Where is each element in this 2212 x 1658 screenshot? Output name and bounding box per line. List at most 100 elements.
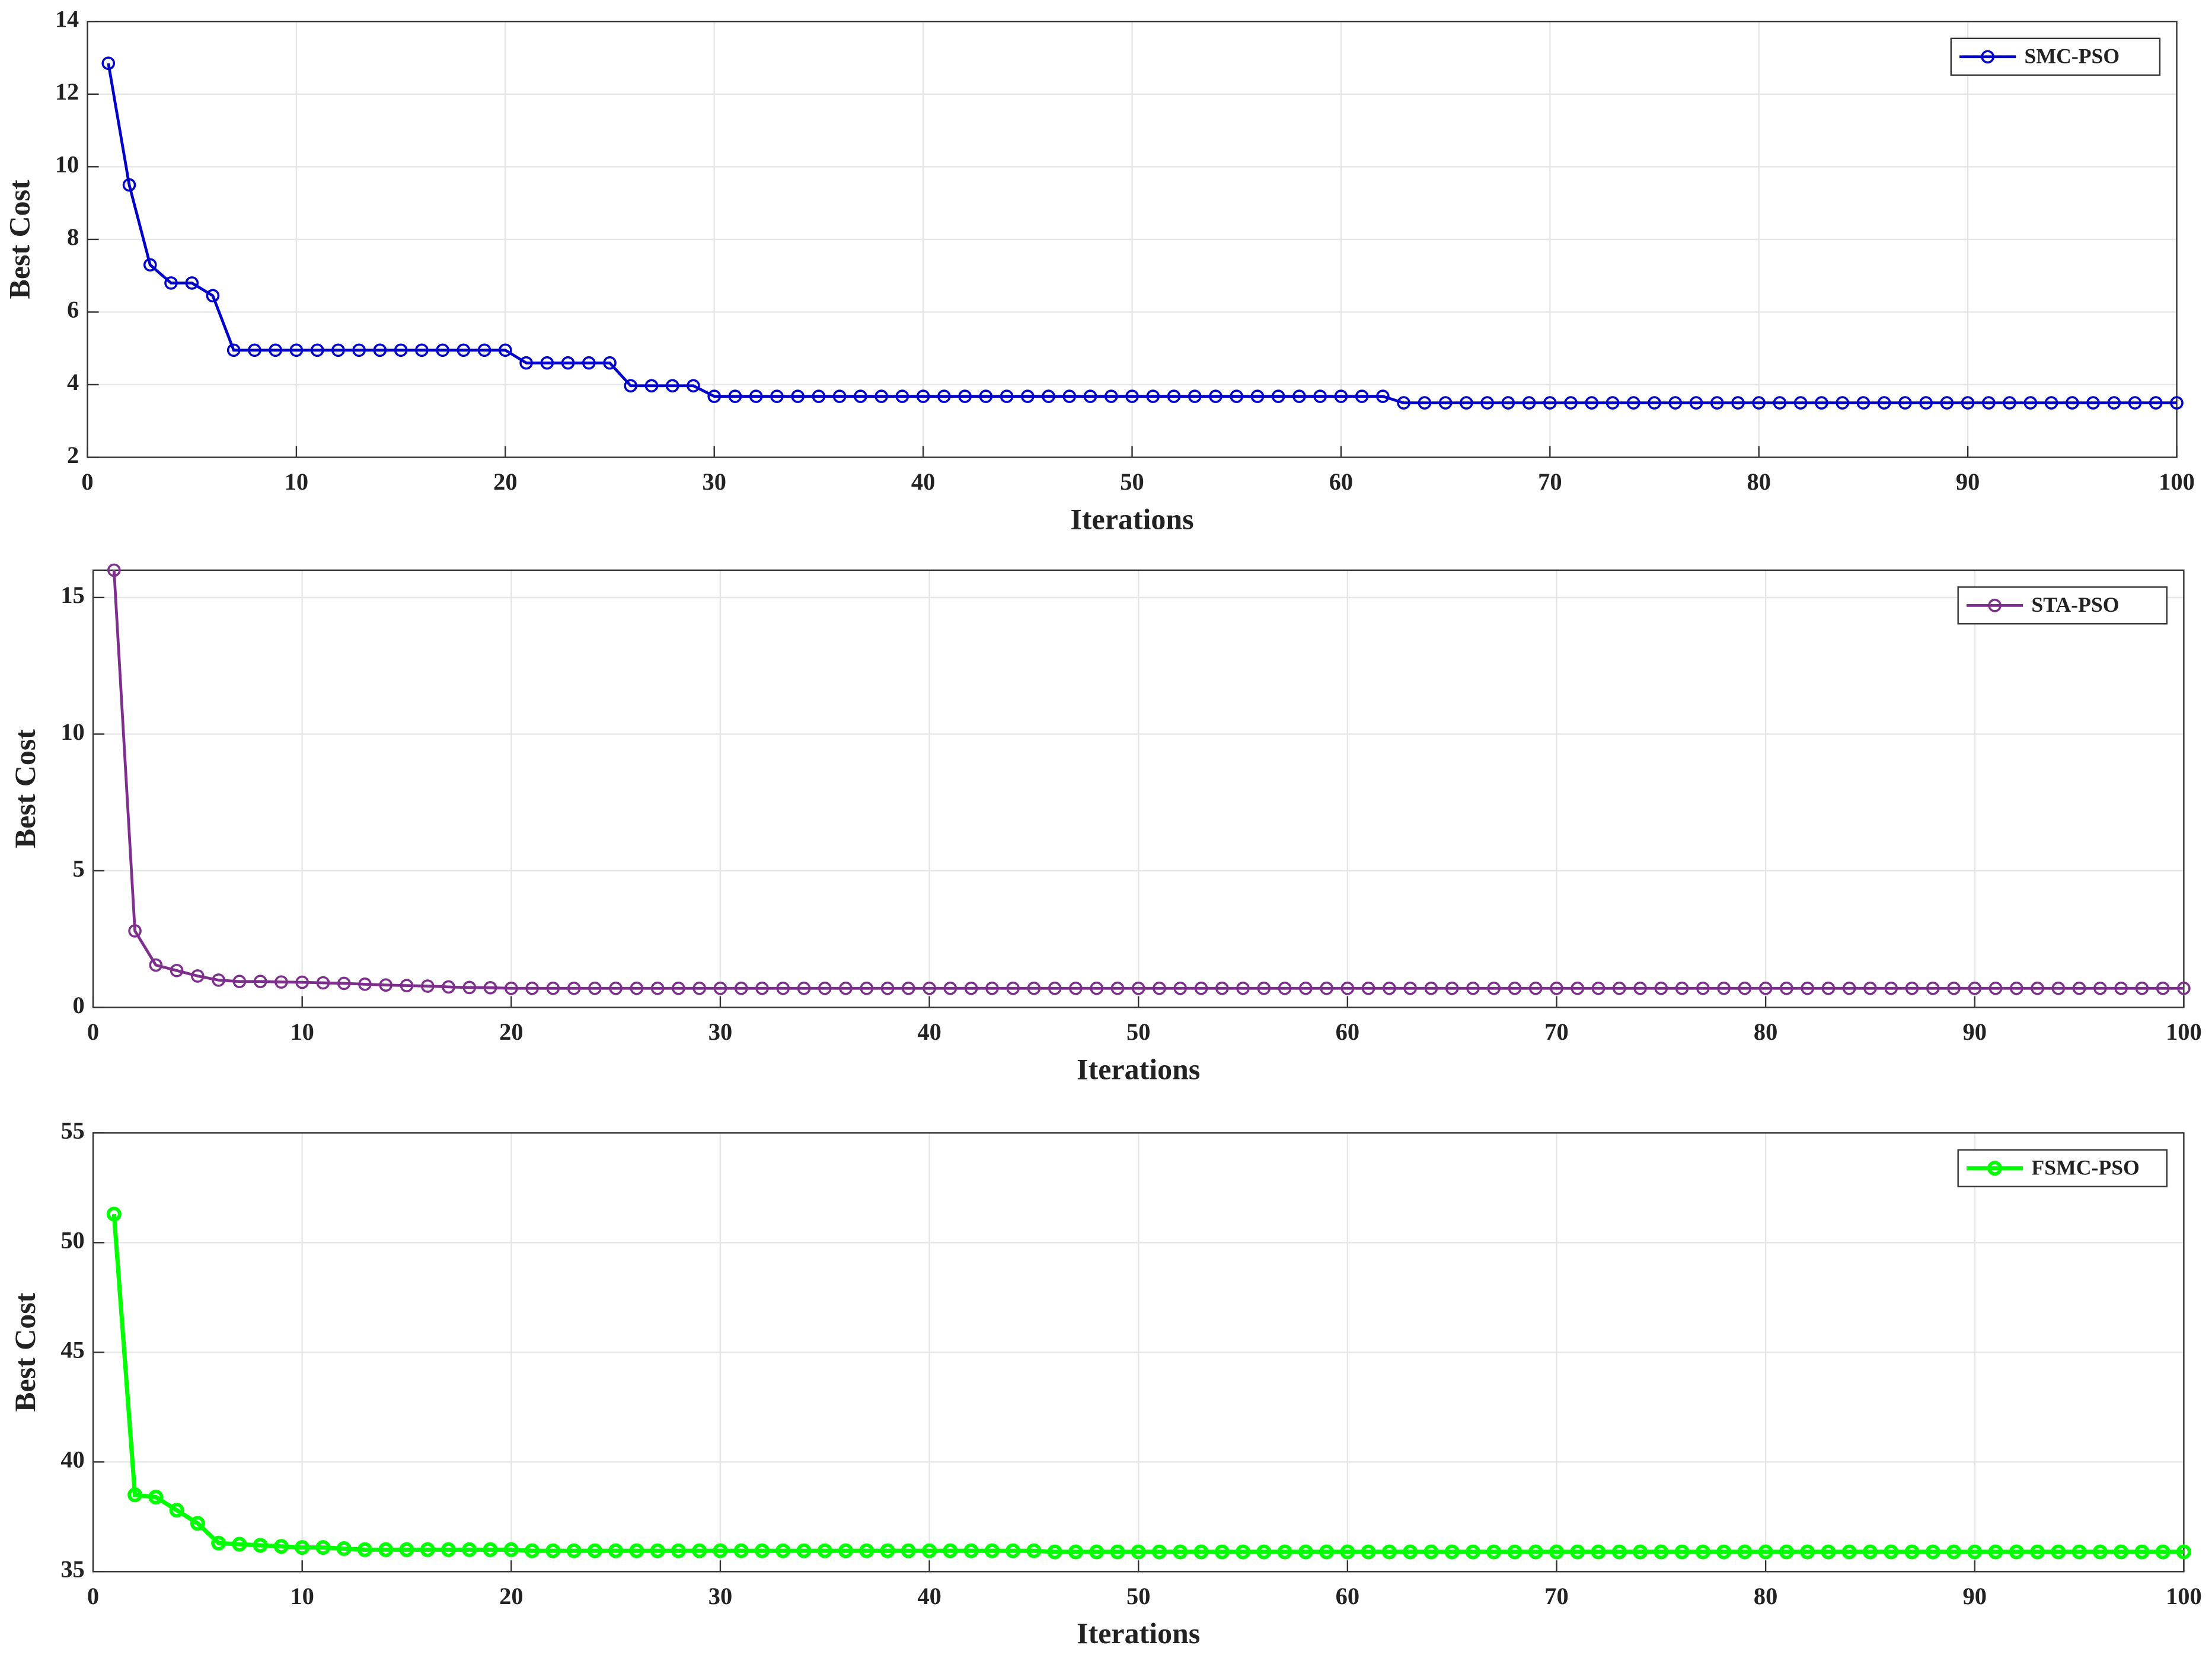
data-point [2135, 981, 2149, 995]
x-axis-label: Iterations [1070, 502, 1193, 535]
data-point [143, 258, 157, 272]
data-point [1773, 396, 1787, 410]
data-point [1968, 981, 1982, 995]
data-point [1047, 1544, 1062, 1560]
y-tick-label: 40 [60, 1446, 84, 1473]
data-point [707, 389, 722, 403]
data-point [1334, 389, 1348, 403]
data-point [2051, 1544, 2066, 1560]
data-point [1110, 981, 1125, 995]
data-point [1758, 1544, 1773, 1560]
legend: SMC-PSO [1950, 37, 2161, 76]
data-point [122, 178, 136, 192]
data-point [1193, 1544, 1209, 1560]
data-point [253, 975, 267, 989]
data-point [316, 976, 330, 990]
data-point [603, 356, 617, 370]
data-point [499, 343, 512, 357]
data-point [1069, 981, 1083, 995]
data-point [1612, 981, 1626, 995]
y-tick-label: 14 [55, 6, 79, 33]
data-point [212, 973, 225, 987]
x-tick-label: 0 [81, 468, 93, 495]
data-point [1501, 396, 1515, 410]
data-point [818, 981, 832, 995]
y-tick-label: 8 [67, 223, 79, 250]
data-point [1654, 1544, 1669, 1560]
data-point [1737, 1544, 1753, 1560]
data-point [566, 1543, 582, 1558]
x-tick-label: 10 [290, 1018, 314, 1045]
y-tick-label: 45 [60, 1337, 84, 1363]
data-point [1090, 981, 1104, 995]
data-point [1465, 1544, 1480, 1560]
data-point [2177, 981, 2191, 995]
data-point [400, 979, 414, 992]
data-point [1403, 1544, 1418, 1560]
data-point [1696, 981, 1710, 995]
data-point [1089, 1544, 1105, 1560]
data-point [248, 343, 261, 357]
y-tick-label: 15 [60, 582, 84, 608]
data-point [394, 343, 408, 357]
data-point [1836, 396, 1849, 410]
data-point [1298, 1544, 1313, 1560]
data-point [588, 981, 602, 995]
data-point [1146, 389, 1160, 403]
data-point [1236, 1544, 1251, 1560]
series-line [111, 1213, 2184, 1554]
data-point [880, 981, 895, 995]
data-point [1695, 1544, 1710, 1560]
data-point [1752, 396, 1766, 410]
data-point [1319, 1544, 1335, 1560]
data-point [1320, 981, 1333, 995]
x-tick-label: 60 [1329, 468, 1353, 495]
data-point [734, 981, 748, 995]
data-point [1842, 981, 1856, 995]
data-point [1151, 1544, 1167, 1560]
data-point [1793, 396, 1808, 410]
data-point [567, 981, 581, 995]
data-point [943, 1543, 958, 1558]
data-point [373, 343, 387, 357]
data-point [2107, 396, 2121, 410]
data-point [2170, 396, 2184, 410]
x-tick-label: 20 [499, 1583, 523, 1609]
data-point [775, 1543, 791, 1558]
data-point [1236, 981, 1250, 995]
x-tick-label: 80 [1747, 468, 1770, 495]
x-tick-label: 10 [290, 1583, 314, 1609]
data-point [1299, 981, 1313, 995]
data-point [1884, 981, 1898, 995]
data-point [2134, 1544, 2150, 1560]
data-point [1940, 396, 1954, 410]
x-tick-label: 60 [1336, 1018, 1359, 1045]
x-tick-label: 0 [87, 1018, 99, 1045]
data-point [1188, 389, 1202, 403]
data-point [525, 981, 539, 995]
y-axis-label: Best Cost [8, 1292, 42, 1412]
data-point [665, 379, 679, 393]
data-point [1800, 1544, 1815, 1560]
data-point [1528, 1544, 1543, 1560]
x-tick-label: 90 [1963, 1583, 1987, 1609]
data-point [1779, 1544, 1794, 1560]
data-point [1543, 396, 1557, 410]
data-point [2009, 981, 2023, 995]
data-point [1104, 389, 1118, 403]
data-point [273, 1539, 289, 1554]
data-point [149, 958, 163, 972]
data-point [1780, 981, 1793, 995]
data-point [1460, 396, 1473, 410]
data-point [1048, 981, 1062, 995]
data-point [1381, 1544, 1397, 1560]
data-point [776, 981, 790, 995]
data-point [315, 1540, 331, 1555]
data-point [1376, 389, 1390, 403]
x-tick-label: 20 [493, 468, 517, 495]
y-tick-label: 50 [60, 1227, 84, 1254]
data-point [1173, 1544, 1188, 1560]
data-point [901, 1543, 916, 1558]
data-point [963, 1543, 979, 1558]
data-point [1006, 981, 1020, 995]
